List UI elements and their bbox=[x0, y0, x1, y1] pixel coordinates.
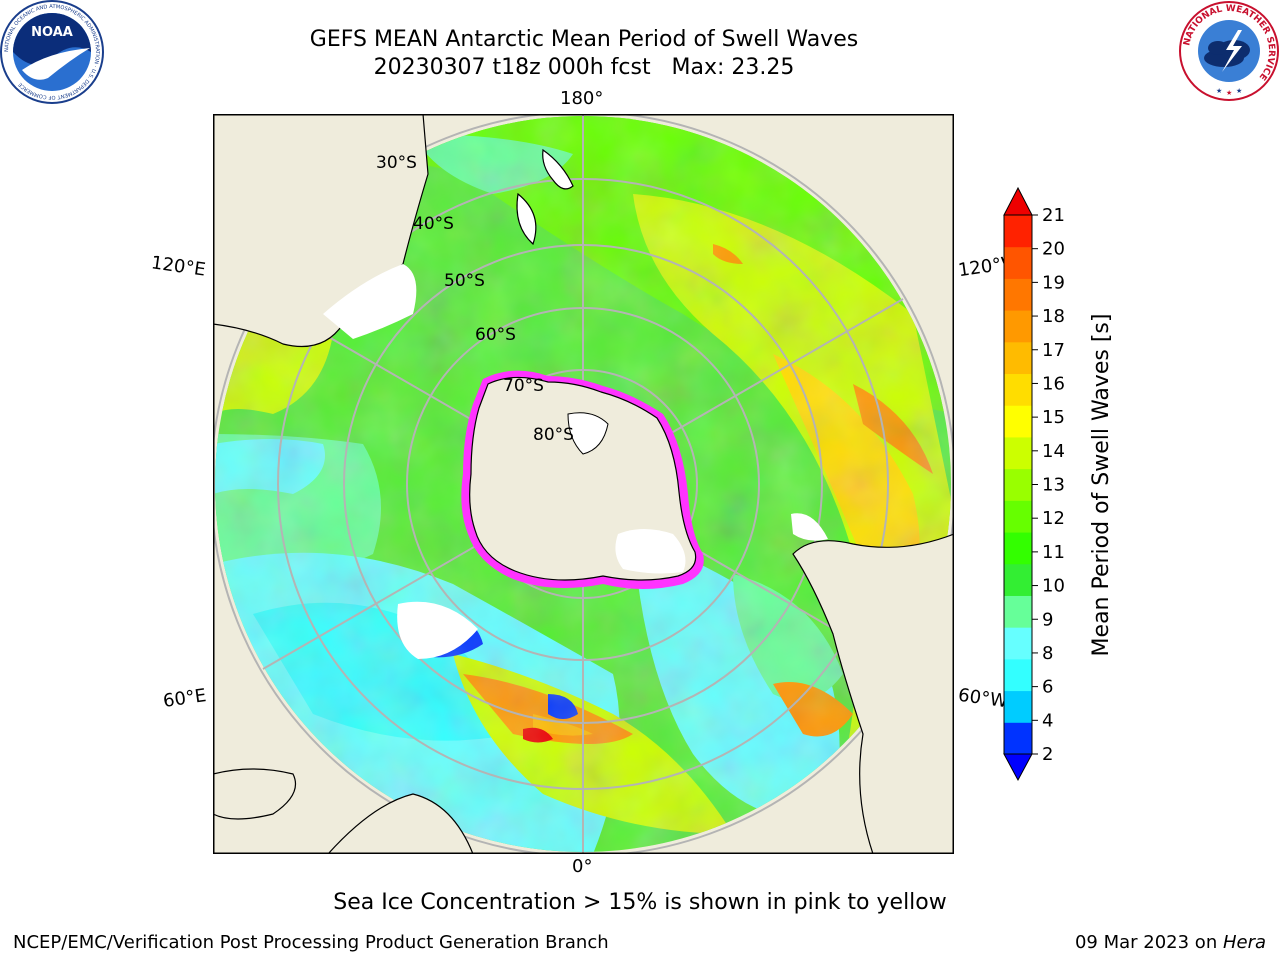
footer-credit: NCEP/EMC/Verification Post Processing Pr… bbox=[13, 932, 609, 953]
colorbar-swatch bbox=[1004, 722, 1032, 755]
colorbar-tick-label: 9 bbox=[1042, 609, 1053, 630]
lon-label-180: 180° bbox=[560, 88, 604, 109]
colorbar-tick-label: 16 bbox=[1042, 373, 1065, 394]
colorbar-tick-label: 4 bbox=[1042, 710, 1053, 731]
noaa-logo: NATIONAL OCEANIC AND ATMOSPHERIC ADMINIS… bbox=[0, 0, 104, 104]
colorbar-tick-label: 17 bbox=[1042, 340, 1065, 361]
colorbar-tick-label: 2 bbox=[1042, 744, 1053, 765]
colorbar-tick-label: 14 bbox=[1042, 441, 1065, 462]
south-america bbox=[792, 533, 954, 854]
south-america-snow-cover bbox=[791, 513, 828, 541]
noaa-logo-text: NOAA bbox=[31, 25, 73, 40]
colorbar-swatch bbox=[1004, 627, 1032, 660]
colorbar-swatch bbox=[1004, 310, 1032, 343]
colorbar-swatch bbox=[1004, 532, 1032, 565]
sea-ice-caption: Sea Ice Concentration > 15% is shown in … bbox=[333, 890, 947, 915]
madagascar bbox=[213, 768, 297, 820]
lat-label-80s: 80°S bbox=[533, 425, 574, 445]
polar-map: 30°S 40°S 50°S 60°S 70°S 80°S bbox=[213, 114, 954, 854]
colorbar-tick-label: 20 bbox=[1042, 239, 1065, 260]
colorbar-label: Mean Period of Swell Waves [s] bbox=[1089, 314, 1114, 657]
colorbar-swatch bbox=[1004, 436, 1032, 470]
colorbar-tick-label: 21 bbox=[1042, 205, 1065, 226]
colorbar-swatch bbox=[1004, 278, 1032, 311]
map-border bbox=[213, 114, 954, 854]
footer-date: 09 Mar 2023 on Hera bbox=[1075, 932, 1266, 953]
colorbar-ticks: 2 4 6 8 9 10 11 12 13 14 15 16 17 18 19 20 21 bbox=[1032, 205, 1065, 765]
lat-label-60s: 60°S bbox=[475, 325, 516, 345]
new-zealand bbox=[516, 148, 574, 246]
africa bbox=[327, 793, 474, 854]
svg-text:★: ★ bbox=[1216, 87, 1222, 95]
svg-text:★: ★ bbox=[1236, 87, 1242, 95]
lon-label-0: 0° bbox=[572, 856, 593, 877]
lat-label-30s: 30°S bbox=[376, 153, 417, 173]
colorbar-swatch bbox=[1004, 341, 1032, 375]
colorbar-swatch bbox=[1004, 405, 1032, 438]
colorbar-swatch bbox=[1004, 690, 1032, 723]
lon-label-60e: 60°E bbox=[161, 685, 208, 712]
colorbar-swatch bbox=[1004, 373, 1032, 406]
colorbar-swatch bbox=[1004, 246, 1032, 279]
lat-label-70s: 70°S bbox=[503, 376, 544, 396]
colorbar-swatch bbox=[1004, 563, 1032, 596]
svg-text:★: ★ bbox=[1226, 89, 1232, 97]
lon-label-120e: 120°E bbox=[149, 252, 207, 281]
colorbar-tick-label: 13 bbox=[1042, 475, 1065, 496]
map-subtitle: 20230307 t18z 000h fcst Max: 23.25 bbox=[373, 55, 795, 80]
map-title: GEFS MEAN Antarctic Mean Period of Swell… bbox=[309, 27, 859, 52]
colorbar-swatch bbox=[1004, 500, 1032, 533]
colorbar-tick-label: 15 bbox=[1042, 407, 1065, 428]
colorbar-swatch bbox=[1004, 468, 1032, 501]
colorbar-tick-label: 11 bbox=[1042, 542, 1065, 563]
colorbar-swatches bbox=[1004, 215, 1032, 755]
colorbar-over-arrow bbox=[1003, 186, 1033, 216]
footer-machine: Hera bbox=[1222, 932, 1266, 953]
kerguelen-masked bbox=[397, 601, 478, 659]
australia-snow-cover bbox=[323, 264, 417, 339]
colorbar-tick-label: 10 bbox=[1042, 576, 1065, 597]
colorbar-tick-label: 8 bbox=[1042, 643, 1053, 664]
lat-label-50s: 50°S bbox=[444, 271, 485, 291]
colorbar-swatch bbox=[1004, 215, 1032, 248]
nws-logo: NATIONAL WEATHER SERVICE ★ ★ ★ bbox=[1179, 1, 1279, 101]
lat-label-40s: 40°S bbox=[413, 214, 454, 234]
antarctica-landmass bbox=[461, 370, 704, 589]
colorbar-swatch bbox=[1004, 595, 1032, 628]
colorbar-under-arrow bbox=[1003, 753, 1033, 782]
colorbar-tick-label: 6 bbox=[1042, 677, 1053, 698]
colorbar-tick-label: 12 bbox=[1042, 508, 1065, 529]
colorbar-tick-label: 19 bbox=[1042, 272, 1065, 293]
colorbar-tick-label: 18 bbox=[1042, 306, 1065, 327]
colorbar: 2 4 6 8 9 10 11 12 13 14 15 16 17 18 19 20 21 Mean Perio… bbox=[1003, 186, 1114, 782]
colorbar-swatch bbox=[1004, 658, 1032, 692]
footer-date-text: 09 Mar 2023 on bbox=[1074, 932, 1223, 953]
